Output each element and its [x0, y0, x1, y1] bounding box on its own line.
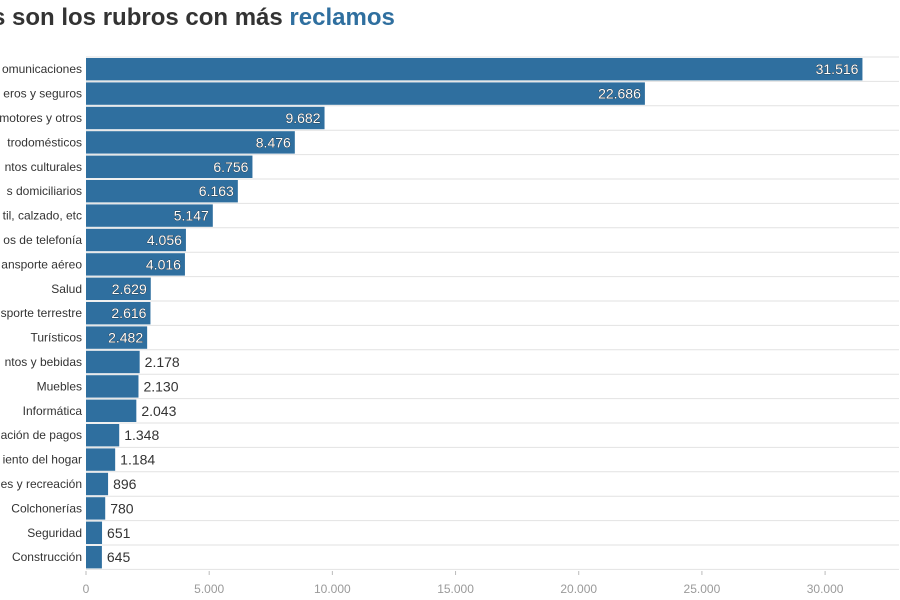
category-label: os de telefonía [3, 233, 82, 247]
category-label: omunicaciones [2, 62, 82, 76]
category-label: es y recreación [1, 477, 82, 491]
value-label: 5.147 [174, 208, 209, 224]
category-label: motores y otros [0, 111, 82, 125]
value-label: 651 [107, 525, 131, 541]
bar [86, 375, 139, 398]
bar [86, 326, 148, 349]
value-label: 2.616 [111, 305, 146, 321]
category-label: ntos y bebidas [5, 355, 82, 369]
bar [86, 448, 116, 471]
value-label: 4.056 [147, 232, 182, 248]
value-label: 2.482 [108, 330, 143, 346]
bar [86, 302, 151, 325]
x-tick-label: 25.000 [684, 582, 721, 596]
value-label: 645 [107, 549, 131, 565]
value-label: 2.130 [143, 378, 178, 394]
value-label: 6.756 [213, 159, 248, 175]
value-label: 2.178 [145, 354, 180, 370]
value-label: 6.163 [199, 183, 234, 199]
value-label: 780 [110, 500, 134, 516]
category-label: Turísticos [30, 331, 82, 345]
x-tick-label: 0 [83, 582, 90, 596]
category-label: ación de pagos [1, 428, 82, 442]
category-label: Construcción [12, 550, 82, 564]
bar [86, 546, 102, 569]
category-label: eros y seguros [3, 87, 82, 101]
bar [86, 497, 106, 520]
category-label: Seguridad [27, 526, 82, 540]
category-label: Colchonerías [11, 501, 82, 515]
category-label: s domiciliarios [7, 184, 82, 198]
bar [86, 58, 863, 81]
chart-title-prefix: s son los rubros con más [0, 4, 283, 31]
bar [86, 82, 645, 105]
category-label: iento del hogar [3, 453, 82, 467]
category-label: ansporte aéreo [1, 257, 82, 271]
value-label: 1.184 [120, 452, 155, 468]
value-label: 8.476 [256, 134, 291, 150]
bar [86, 521, 103, 544]
value-label: 4.016 [146, 256, 181, 272]
category-label: Muebles [37, 379, 82, 393]
x-tick-label: 5.000 [194, 582, 224, 596]
bar [86, 131, 295, 154]
bar [86, 204, 213, 227]
x-tick-label: 15.000 [437, 582, 474, 596]
bar [86, 399, 137, 422]
x-tick-label: 30.000 [807, 582, 844, 596]
value-label: 22.686 [598, 86, 641, 102]
x-axis: 0 5.000 10.000 15.000 20.000 25.000 30.000 [83, 571, 844, 596]
bar [86, 277, 151, 300]
value-label: 1.348 [124, 427, 159, 443]
category-label: Informática [23, 404, 83, 418]
value-label: 2.043 [141, 403, 176, 419]
category-labels: omunicaciones eros y seguros motores y otr… [0, 62, 82, 564]
category-label: sporte terrestre [1, 306, 83, 320]
value-label: 896 [113, 476, 137, 492]
category-label: Salud [51, 282, 82, 296]
x-tick-label: 10.000 [314, 582, 351, 596]
bar [86, 155, 253, 178]
chart-title-highlight: reclamos [289, 4, 395, 31]
category-label: til, calzado, etc [3, 209, 82, 223]
bar [86, 180, 238, 203]
bar [86, 253, 185, 276]
value-label: 9.682 [285, 110, 320, 126]
bars [86, 58, 863, 569]
value-label: 31.516 [816, 61, 859, 77]
grid-lines [86, 56, 899, 570]
bar [86, 228, 186, 252]
chart-title: s son los rubros con más reclamos [0, 4, 395, 32]
bar [86, 106, 325, 130]
x-tick-label: 20.000 [560, 582, 597, 596]
value-label: 2.629 [112, 281, 147, 297]
value-labels: 31.516 22.686 9.682 8.476 6.756 6.163 5.147 4.0… [107, 61, 859, 565]
category-label: ntos culturales [5, 160, 82, 174]
category-label: trodomésticos [7, 135, 82, 149]
bar [86, 350, 140, 374]
bar [86, 424, 120, 447]
bar [86, 472, 109, 496]
